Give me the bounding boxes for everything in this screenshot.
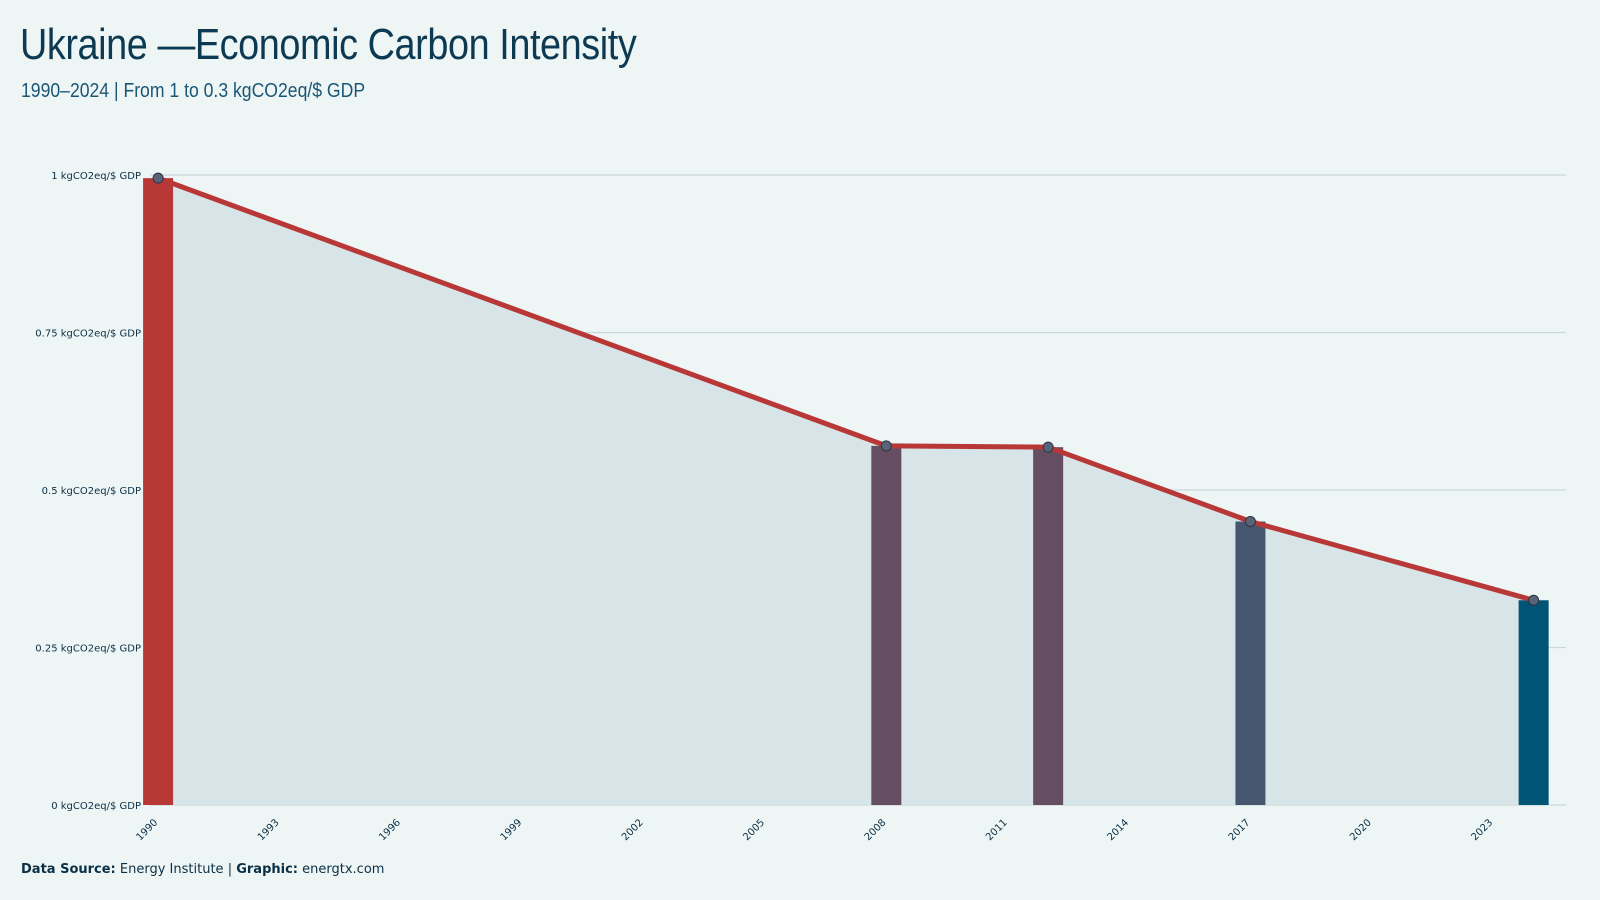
bar-2017 bbox=[1235, 521, 1266, 805]
data-point-2012 bbox=[1042, 441, 1054, 453]
data-point-2024 bbox=[1528, 594, 1540, 606]
x-tick-label: 1990 bbox=[134, 817, 160, 843]
bar-2008 bbox=[871, 445, 902, 805]
chart-subtitle: 1990–2024 | From 1 to 0.3 kgCO2eq/$ GDP bbox=[21, 80, 366, 102]
x-tick-label: 2017 bbox=[1227, 817, 1253, 843]
x-tick-label: 2020 bbox=[1348, 817, 1374, 843]
y-tick-label: 0.75 kgCO2eq/$ GDP bbox=[35, 329, 141, 340]
source-note: Data Source: Energy Institute | Graphic:… bbox=[21, 862, 384, 877]
source-separator: | bbox=[227, 862, 233, 877]
y-tick-label: 1 kgCO2eq/$ GDP bbox=[51, 171, 141, 182]
data-point-2008 bbox=[880, 440, 892, 452]
data-point-2017 bbox=[1244, 516, 1256, 527]
source-label: Data Source: bbox=[21, 862, 116, 877]
x-tick-label: 1993 bbox=[256, 817, 282, 843]
x-tick-label: 1996 bbox=[377, 817, 403, 843]
y-tick-label: 0.5 kgCO2eq/$ GDP bbox=[42, 486, 141, 497]
x-tick-label: 2002 bbox=[620, 817, 646, 843]
source-value: Energy Institute bbox=[119, 862, 224, 877]
bar-2012 bbox=[1033, 447, 1064, 805]
x-tick-label: 2023 bbox=[1470, 817, 1496, 843]
y-tick-label: 0.25 kgCO2eq/$ GDP bbox=[35, 644, 141, 655]
y-tick-label: 0 kgCO2eq/$ GDP bbox=[51, 801, 141, 812]
x-tick-label: 2011 bbox=[984, 817, 1010, 843]
bar-2024 bbox=[1518, 600, 1549, 805]
graphic-label: Graphic: bbox=[236, 862, 298, 877]
x-tick-label: 2014 bbox=[1105, 817, 1131, 843]
bar-1990 bbox=[143, 178, 174, 805]
x-tick-label: 2008 bbox=[863, 817, 889, 843]
data-point-1990 bbox=[152, 172, 164, 184]
area-fill bbox=[158, 178, 1534, 805]
graphic-value: energtx.com bbox=[302, 862, 385, 877]
x-tick-label: 2005 bbox=[741, 817, 767, 843]
chart-title: Ukraine —Economic Carbon Intensity bbox=[20, 20, 637, 69]
x-tick-label: 1999 bbox=[499, 817, 525, 843]
